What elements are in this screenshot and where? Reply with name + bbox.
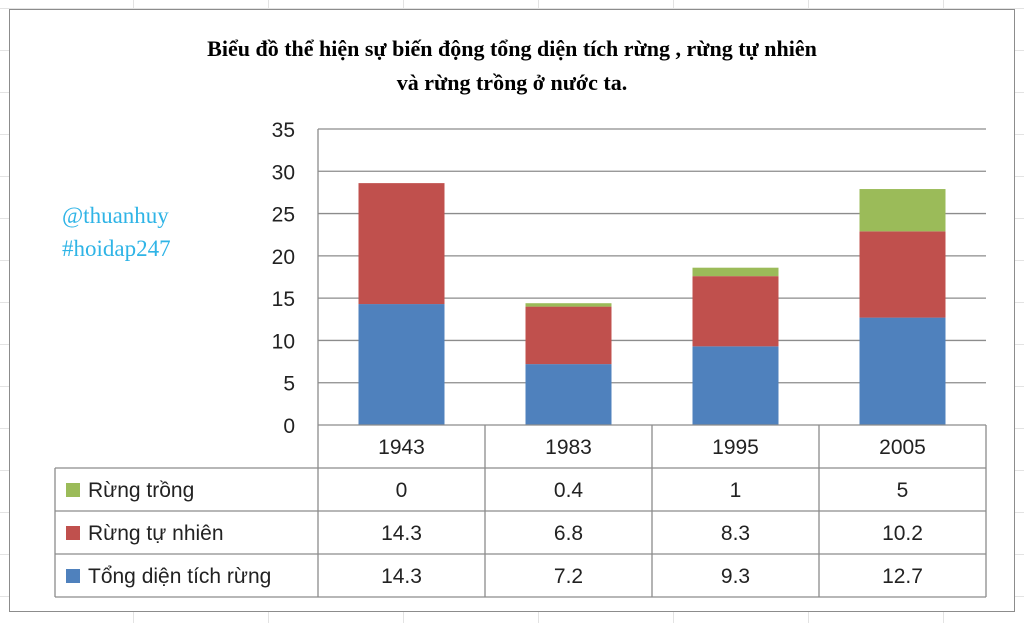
data-table-value: 6.8 xyxy=(554,522,583,545)
bar-segment xyxy=(692,267,779,277)
data-table-value: 7.2 xyxy=(554,565,583,588)
bar-segment xyxy=(859,189,946,232)
bar-segment xyxy=(525,364,612,425)
x-category-label: 2005 xyxy=(879,436,926,459)
chart-title-line2: và rừng trồng ở nước ta. xyxy=(396,70,628,95)
y-tick-label: 30 xyxy=(272,161,295,184)
data-table-value: 0.4 xyxy=(554,479,584,502)
bar-segment xyxy=(358,304,445,425)
watermark-username: @thuanhuy xyxy=(62,203,169,228)
y-tick-label: 25 xyxy=(272,204,295,227)
y-tick-label: 35 xyxy=(272,119,295,142)
data-table-value: 10.2 xyxy=(882,522,923,545)
legend-label: Rừng tự nhiên xyxy=(88,522,224,545)
data-table-value: 1 xyxy=(730,479,742,502)
legend-label: Rừng trồng xyxy=(88,479,194,502)
bar-segment xyxy=(692,346,779,425)
chart-title-line1: Biểu đồ thể hiện sự biến động tổng diện … xyxy=(207,36,817,61)
data-table-value: 0 xyxy=(396,479,408,502)
legend-label: Tổng diện tích rừng xyxy=(88,565,271,588)
bar-segment xyxy=(859,317,946,425)
bar-segment xyxy=(859,231,946,318)
data-table-value: 14.3 xyxy=(381,522,422,545)
y-tick-label: 20 xyxy=(272,246,295,269)
bar-segment xyxy=(692,276,779,347)
chart-title: Biểu đồ thể hiện sự biến động tổng diện … xyxy=(0,32,1024,100)
data-table-value: 9.3 xyxy=(721,565,750,588)
x-category-label: 1943 xyxy=(378,436,425,459)
y-tick-label: 5 xyxy=(283,373,295,396)
y-tick-label: 10 xyxy=(272,330,295,353)
legend-swatch xyxy=(66,569,80,583)
bar-segment xyxy=(358,183,445,305)
bar-segment xyxy=(525,306,612,365)
data-table-value: 5 xyxy=(897,479,909,502)
legend-swatch xyxy=(66,526,80,540)
y-tick-label: 15 xyxy=(272,288,295,311)
bar-segment xyxy=(525,303,612,307)
x-category-label: 1995 xyxy=(712,436,759,459)
watermark-hashtag: #hoidap247 xyxy=(62,236,171,261)
y-tick-label: 0 xyxy=(283,415,295,438)
data-table-value: 8.3 xyxy=(721,522,750,545)
legend-swatch xyxy=(66,483,80,497)
x-category-label: 1983 xyxy=(545,436,592,459)
data-table-value: 12.7 xyxy=(882,565,923,588)
data-table-value: 14.3 xyxy=(381,565,422,588)
